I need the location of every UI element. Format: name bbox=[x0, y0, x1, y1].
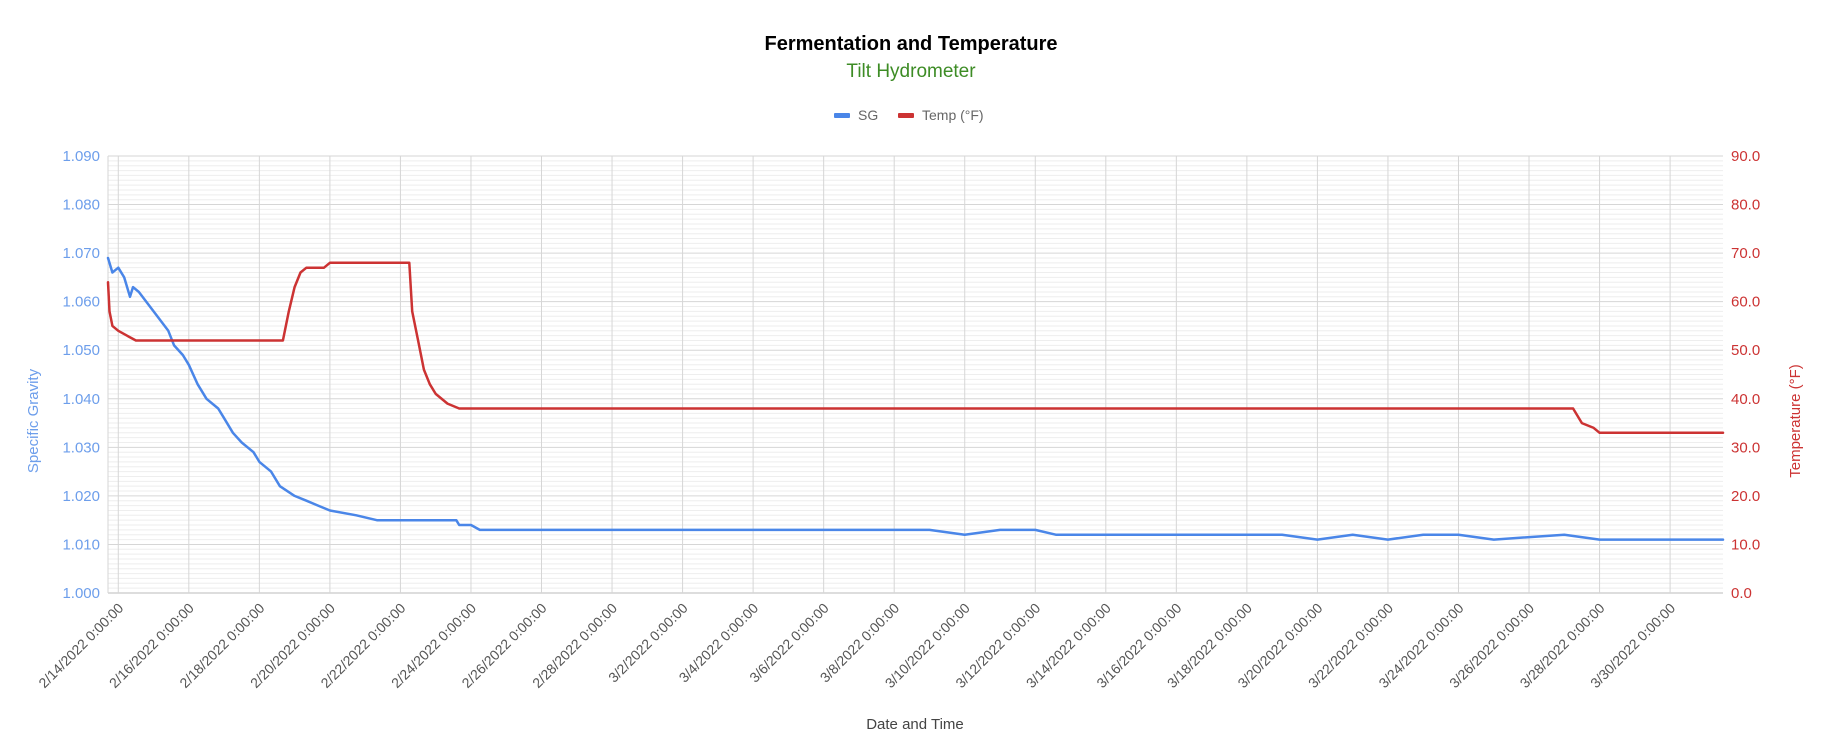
left-tick-label: 1.090 bbox=[62, 148, 100, 165]
right-tick-label: 20.0 bbox=[1731, 488, 1760, 505]
left-tick-label: 1.010 bbox=[62, 536, 100, 553]
legend-label-temp: Temp (°F) bbox=[922, 107, 984, 123]
left-axis-title: Specific Gravity bbox=[25, 368, 42, 473]
series-line-temp bbox=[106, 261, 1725, 435]
left-tick-label: 1.070 bbox=[62, 245, 100, 262]
right-axis-title: Temperature (°F) bbox=[1787, 364, 1804, 478]
chart-subtitle: Tilt Hydrometer bbox=[846, 61, 976, 82]
left-tick-label: 1.060 bbox=[62, 294, 100, 311]
right-tick-label: 50.0 bbox=[1731, 342, 1760, 359]
x-axis-title: Date and Time bbox=[866, 716, 964, 733]
right-tick-label: 90.0 bbox=[1731, 148, 1760, 165]
left-tick-label: 1.020 bbox=[62, 488, 100, 505]
x-axis-ticks: 2/14/2022 0:00:002/16/2022 0:00:002/18/2… bbox=[35, 600, 1678, 691]
right-axis-ticks: 0.0 10.0 20.0 30.0 40.0 50.0 60.0 70.0 80.0 90.0 bbox=[1731, 148, 1760, 602]
left-tick-label: 1.030 bbox=[62, 439, 100, 456]
legend: SG Temp (°F) bbox=[834, 107, 984, 123]
major-gridlines bbox=[107, 155, 1723, 594]
right-tick-label: 70.0 bbox=[1731, 245, 1760, 262]
legend-swatch-sg bbox=[834, 113, 850, 118]
right-tick-label: 0.0 bbox=[1731, 585, 1752, 602]
right-tick-label: 10.0 bbox=[1731, 536, 1760, 553]
legend-swatch-temp bbox=[898, 113, 914, 118]
left-tick-label: 1.080 bbox=[62, 197, 100, 214]
left-axis-ticks: 1.000 1.010 1.020 1.030 1.040 1.050 1.060 1.070… bbox=[62, 148, 100, 602]
right-tick-label: 60.0 bbox=[1731, 294, 1760, 311]
series-line-sg bbox=[106, 256, 1725, 541]
chart-title: Fermentation and Temperature bbox=[764, 33, 1057, 55]
series-lines bbox=[106, 256, 1725, 541]
right-tick-label: 40.0 bbox=[1731, 391, 1760, 408]
right-tick-label: 30.0 bbox=[1731, 439, 1760, 456]
left-tick-label: 1.040 bbox=[62, 391, 100, 408]
minor-gridlines bbox=[108, 160, 1723, 589]
left-tick-label: 1.050 bbox=[62, 342, 100, 359]
right-tick-label: 80.0 bbox=[1731, 197, 1760, 214]
left-tick-label: 1.000 bbox=[62, 585, 100, 602]
legend-label-sg: SG bbox=[858, 107, 878, 123]
